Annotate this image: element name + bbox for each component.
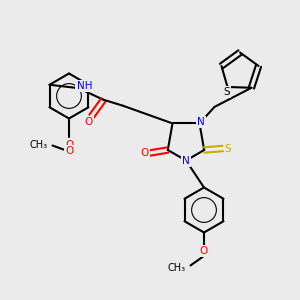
Text: O: O	[200, 246, 208, 256]
Text: S: S	[224, 87, 230, 97]
Text: O: O	[65, 146, 73, 157]
Text: O: O	[65, 140, 73, 151]
Text: N: N	[182, 156, 190, 166]
Text: NH: NH	[76, 81, 92, 91]
Text: CH₃: CH₃	[30, 140, 48, 151]
Text: O: O	[84, 117, 93, 127]
Text: N: N	[197, 117, 205, 127]
Text: CH₃: CH₃	[168, 263, 186, 273]
Text: S: S	[225, 143, 232, 154]
Text: O: O	[140, 148, 148, 158]
